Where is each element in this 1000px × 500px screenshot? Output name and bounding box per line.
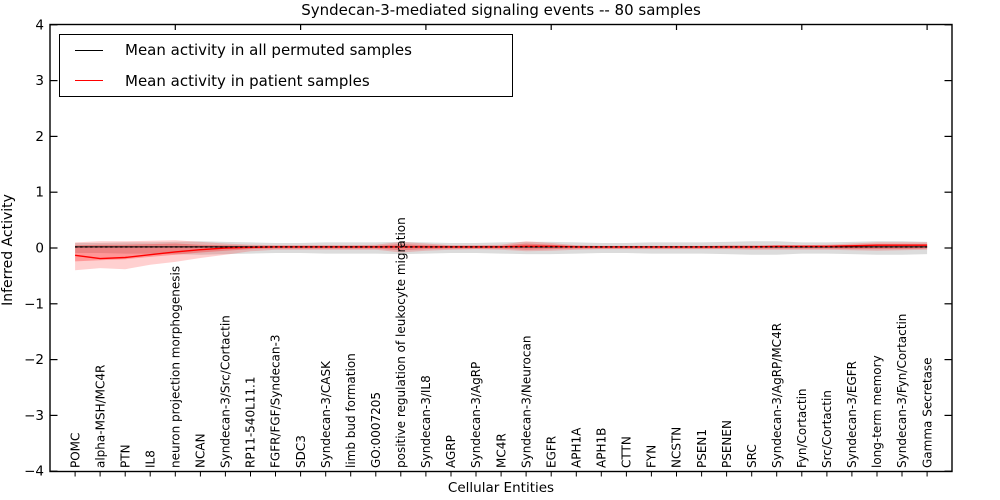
x-tick-label: GO:0007205 — [369, 392, 383, 468]
y-tick-label: 2 — [35, 129, 44, 145]
legend-entry-permuted: Mean activity in all permuted samples — [60, 35, 512, 65]
x-tick-label: PSEN1 — [695, 429, 709, 468]
y-tick-label: 3 — [35, 73, 44, 89]
x-tick-label: CTTN — [620, 436, 634, 468]
x-tick-label: POMC — [68, 433, 82, 468]
x-tick-label: SDC3 — [294, 435, 308, 468]
legend-label: Mean activity in all permuted samples — [125, 41, 412, 60]
legend-label: Mean activity in patient samples — [125, 71, 370, 90]
x-tick-label: positive regulation of leukocyte migrati… — [394, 217, 408, 468]
x-tick-label: Syndecan-3/CASK — [319, 360, 333, 468]
x-tick-label: alpha-MSH/MC4R — [93, 365, 107, 468]
x-tick-label: Syndecan-3/AgRP/MC4R — [770, 323, 784, 468]
x-tick-label: PSENEN — [720, 420, 734, 468]
y-tick-label: 1 — [35, 185, 44, 201]
y-tick-label: −4 — [24, 464, 44, 480]
x-tick-label: Syndecan-3/AgRP — [469, 362, 483, 468]
plot-frame — [49, 23, 953, 473]
x-tick-label: SRC — [745, 444, 759, 468]
x-tick-label: FYN — [645, 445, 659, 468]
y-tick-label: −1 — [24, 296, 44, 312]
x-tick-label: EGFR — [544, 436, 558, 468]
x-tick-label: IL8 — [143, 450, 157, 468]
permuted-range-band — [75, 241, 928, 255]
x-tick-label: limb bud formation — [344, 353, 358, 468]
patient-line-swatch — [75, 80, 103, 82]
x-tick-label: Src/Cortactin — [820, 390, 834, 468]
x-tick-label: Gamma Secretase — [920, 357, 934, 468]
x-tick-label: Syndecan-3/IL8 — [419, 375, 433, 468]
y-axis-label: Inferred Activity — [0, 194, 16, 306]
x-tick-label: APH1A — [570, 427, 584, 468]
patient-range-inner-band — [75, 243, 928, 262]
x-tick-label: NCAN — [194, 433, 208, 468]
chart-title: Syndecan-3-mediated signaling events -- … — [301, 1, 701, 19]
x-tick-label: RP11-540L11.1 — [244, 377, 258, 468]
x-tick-label: MC4R — [494, 433, 508, 468]
x-tick-label: FGFR/FGF/Syndecan-3 — [269, 335, 283, 468]
patient-range-outer-band — [75, 240, 928, 271]
x-tick-label: Syndecan-3/EGFR — [845, 361, 859, 468]
x-axis-label: Cellular Entities — [447, 480, 555, 496]
x-tick-label: long-term memory — [870, 355, 884, 468]
y-tick-label: −3 — [24, 408, 44, 424]
permuted-line-swatch — [75, 49, 103, 51]
x-tick-label: NCSTN — [670, 427, 684, 468]
legend-entry-patient: Mean activity in patient samples — [60, 66, 512, 96]
x-tick-label: APH1B — [595, 428, 609, 468]
legend: Mean activity in all permuted samples Me… — [59, 34, 513, 97]
x-tick-label: Syndecan-3/Src/Cortactin — [219, 315, 233, 468]
x-tick-label: Syndecan-3/Neurocan — [519, 336, 533, 468]
y-tick-label: 0 — [35, 241, 44, 257]
x-tick-label: PTN — [118, 444, 132, 468]
x-tick-label: Syndecan-3/Fyn/Cortactin — [895, 314, 909, 468]
x-tick-label: AGRP — [444, 435, 458, 468]
y-tick-label: −2 — [24, 352, 44, 368]
y-tick-label: 4 — [35, 17, 44, 33]
x-tick-label: neuron projection morphogenesis — [169, 266, 183, 468]
x-tick-label: Fyn/Cortactin — [795, 388, 809, 468]
